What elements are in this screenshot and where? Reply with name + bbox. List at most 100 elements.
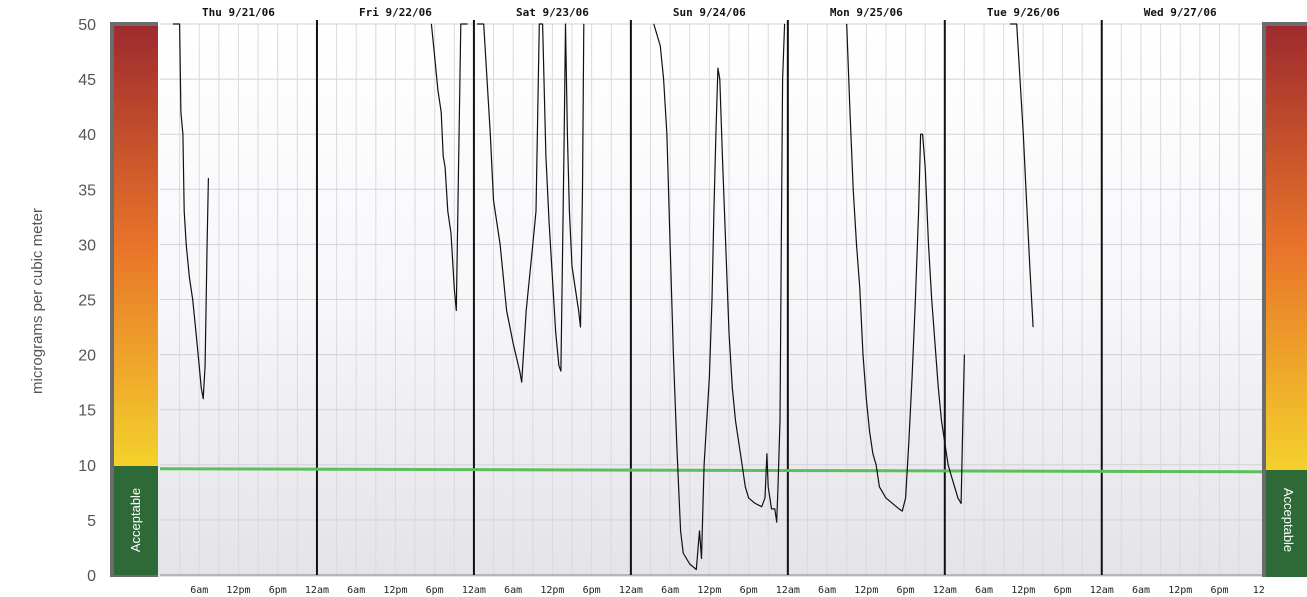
data-point bbox=[1022, 133, 1024, 135]
data-point bbox=[676, 442, 678, 444]
data-point bbox=[937, 387, 939, 389]
x-tick-label: 6pm bbox=[897, 585, 915, 596]
y-tick-label: 0 bbox=[87, 568, 96, 585]
series-line-segment bbox=[477, 23, 585, 383]
data-point bbox=[1009, 23, 1011, 25]
data-point bbox=[208, 177, 209, 179]
y-axis-label: micrograms per cubic meter bbox=[29, 208, 46, 394]
data-point bbox=[682, 552, 684, 554]
data-point bbox=[777, 486, 779, 488]
data-point bbox=[865, 398, 867, 400]
data-point bbox=[521, 381, 523, 383]
data-point bbox=[489, 133, 491, 135]
data-point bbox=[666, 133, 668, 135]
data-point bbox=[849, 111, 851, 113]
data-point bbox=[192, 299, 194, 300]
data-point bbox=[567, 133, 568, 135]
data-point bbox=[440, 111, 442, 113]
x-tick-label: 6pm bbox=[426, 585, 444, 596]
data-point bbox=[885, 497, 887, 499]
data-point bbox=[1029, 266, 1031, 267]
x-tick-label: 6am bbox=[504, 585, 522, 596]
data-point bbox=[875, 464, 877, 466]
data-point bbox=[846, 23, 848, 25]
data-point bbox=[944, 442, 946, 444]
data-point bbox=[719, 78, 721, 80]
x-tick-label: 6pm bbox=[1210, 585, 1228, 596]
data-point bbox=[583, 23, 585, 25]
data-point bbox=[771, 508, 772, 510]
data-point bbox=[545, 155, 547, 157]
data-point bbox=[869, 431, 870, 433]
data-point bbox=[931, 299, 933, 300]
data-point bbox=[200, 387, 202, 389]
data-point bbox=[499, 244, 501, 245]
data-point bbox=[678, 486, 679, 488]
data-point bbox=[1026, 199, 1027, 201]
day-label: Mon 9/25/06 bbox=[830, 6, 903, 19]
data-point bbox=[695, 569, 697, 570]
x-tick-label: 6am bbox=[347, 585, 365, 596]
x-tick-label: 6am bbox=[818, 585, 836, 596]
x-tick-label: 6pm bbox=[583, 585, 601, 596]
data-point bbox=[934, 343, 936, 344]
data-point bbox=[437, 89, 439, 91]
x-tick-label: 12pm bbox=[854, 585, 878, 596]
y-tick-label: 30 bbox=[78, 237, 96, 254]
data-point bbox=[960, 503, 962, 504]
x-tick-label: 12am bbox=[1090, 585, 1114, 596]
data-point bbox=[548, 222, 550, 223]
day-label: Sat 9/23/06 bbox=[516, 6, 589, 19]
data-point bbox=[535, 210, 537, 212]
data-point bbox=[202, 398, 204, 400]
x-tick-label: 6pm bbox=[1053, 585, 1071, 596]
data-point bbox=[453, 288, 455, 289]
data-point bbox=[713, 210, 715, 212]
right-aqi-scale: Acceptable bbox=[1262, 22, 1307, 577]
data-point bbox=[689, 563, 691, 565]
data-point bbox=[659, 45, 661, 47]
x-tick-label: 12am bbox=[933, 585, 957, 596]
data-point bbox=[538, 23, 540, 25]
data-point bbox=[741, 464, 743, 466]
data-point bbox=[725, 244, 727, 245]
data-point bbox=[582, 188, 583, 190]
data-point bbox=[447, 210, 449, 212]
data-point bbox=[928, 244, 929, 245]
data-point bbox=[879, 486, 880, 488]
x-tick-label: 6am bbox=[190, 585, 208, 596]
data-point bbox=[204, 365, 206, 366]
data-point bbox=[483, 23, 485, 25]
data-point bbox=[915, 299, 916, 300]
x-tick-label: 6pm bbox=[740, 585, 758, 596]
x-tick-label: 12pm bbox=[540, 585, 564, 596]
data-point bbox=[920, 133, 921, 135]
data-point bbox=[563, 133, 565, 135]
data-point bbox=[680, 530, 681, 532]
data-point bbox=[555, 332, 557, 333]
y-tick-label: 5 bbox=[87, 513, 96, 530]
threshold-line bbox=[159, 467, 1263, 474]
data-point bbox=[892, 503, 893, 504]
day-label: Wed 9/27/06 bbox=[1144, 6, 1217, 19]
data-point bbox=[512, 343, 514, 344]
data-point bbox=[947, 464, 949, 466]
data-point bbox=[560, 370, 562, 372]
acceptable-label-left: Acceptable bbox=[128, 488, 143, 552]
x-tick-label: 12pm bbox=[697, 585, 721, 596]
data-point bbox=[1019, 78, 1021, 80]
data-point bbox=[776, 521, 778, 523]
data-point bbox=[738, 442, 740, 444]
data-point bbox=[195, 332, 197, 333]
data-point bbox=[784, 23, 785, 25]
data-point bbox=[571, 266, 573, 267]
data-point bbox=[964, 354, 965, 355]
x-tick-label: 12pm bbox=[226, 585, 250, 596]
data-point bbox=[476, 23, 478, 25]
acceptable-label-right: Acceptable bbox=[1281, 488, 1296, 552]
data-point bbox=[766, 453, 768, 455]
series-line-segment bbox=[846, 23, 965, 512]
x-tick-label: 12pm bbox=[1168, 585, 1192, 596]
data-point bbox=[506, 310, 507, 311]
